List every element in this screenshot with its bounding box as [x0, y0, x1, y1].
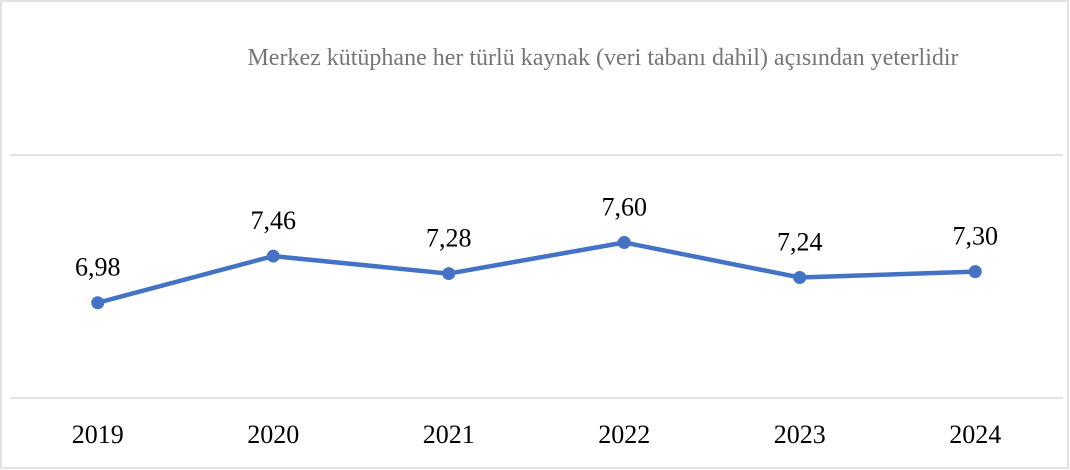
data-label: 7,30 — [953, 222, 999, 251]
x-tick-label: 2024 — [949, 420, 1001, 449]
point — [968, 265, 982, 279]
x-tick-label: 2019 — [72, 420, 124, 449]
data-label: 7,28 — [426, 224, 472, 253]
point — [442, 267, 456, 281]
data-label: 7,60 — [602, 192, 648, 221]
x-tick-label: 2021 — [423, 420, 475, 449]
data-label: 7,24 — [777, 227, 823, 256]
point — [91, 296, 105, 310]
x-tick-label: 2020 — [247, 420, 299, 449]
x-tick-label: 2022 — [598, 420, 650, 449]
point — [793, 270, 807, 284]
x-tick-label: 2023 — [774, 420, 826, 449]
chart-title: Merkez kütüphane her türlü kaynak (veri … — [247, 45, 959, 71]
series-line — [95, 240, 978, 305]
point — [266, 249, 280, 263]
point — [617, 235, 631, 249]
data-label: 6,98 — [75, 253, 121, 282]
data-label: 7,46 — [251, 206, 297, 235]
